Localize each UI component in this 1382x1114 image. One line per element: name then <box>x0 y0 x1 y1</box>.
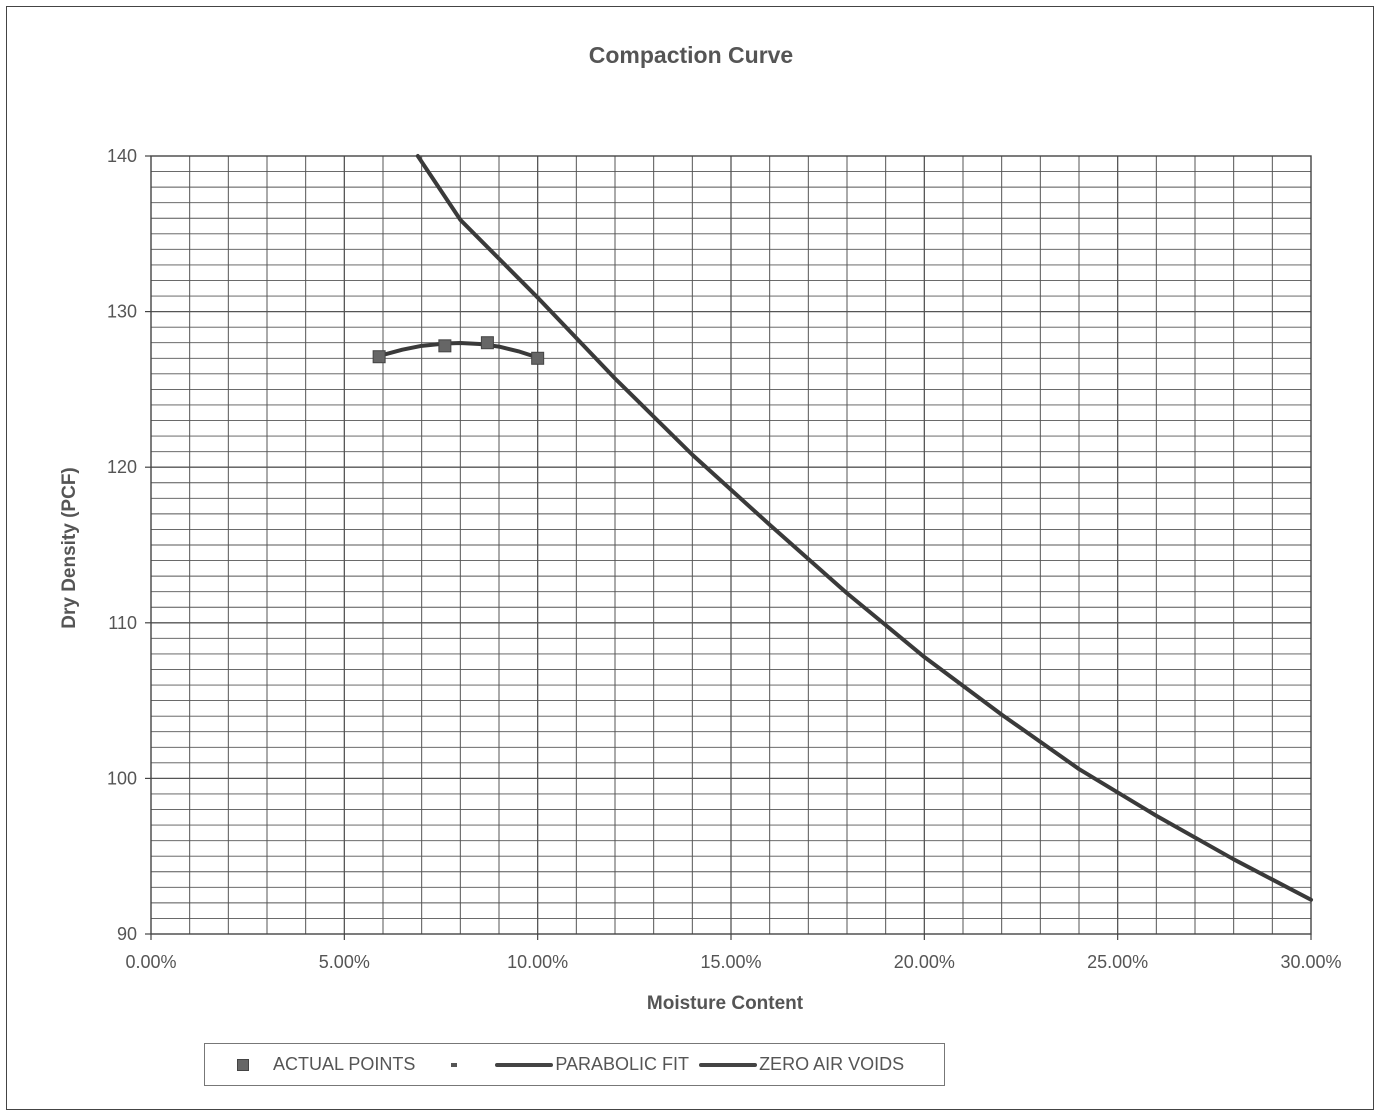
legend-line-icon <box>699 1062 758 1067</box>
legend-dash-icon <box>451 1062 458 1067</box>
x-tick-label: 25.00% <box>1087 952 1148 972</box>
parabolic-fit-line <box>377 341 540 360</box>
x-tick-label: 30.00% <box>1280 952 1341 972</box>
zero-air-voids-line <box>415 154 1313 902</box>
actual-points-marker <box>531 351 545 365</box>
legend-label-parabolic-fit: PARABOLIC FIT <box>555 1054 690 1074</box>
chart-title: Compaction Curve <box>588 42 794 68</box>
legend-line-icon <box>495 1062 554 1067</box>
x-tick-label: 20.00% <box>894 952 955 972</box>
legend-label-actual-points: ACTUAL POINTS <box>273 1054 416 1074</box>
y-tick-label: 120 <box>107 457 137 477</box>
legend-label-zero-air-voids: ZERO AIR VOIDS <box>759 1054 905 1074</box>
y-tick-label: 110 <box>108 613 137 633</box>
chart-frame <box>6 6 1374 1110</box>
actual-points-marker <box>480 336 494 350</box>
x-tick-label: 0.00% <box>125 952 176 972</box>
legend-item-zero-air-voids: ZERO AIR VOIDS <box>699 1054 904 1075</box>
y-tick-labels: 90 100 110 120 130 140 <box>107 146 151 944</box>
y-tick-label: 130 <box>107 302 137 322</box>
y-tick-label: 90 <box>117 924 137 944</box>
actual-points-marker <box>372 350 386 364</box>
x-tick-label: 5.00% <box>319 952 370 972</box>
y-tick-label: 100 <box>107 768 137 788</box>
series-markers <box>372 336 545 365</box>
minor-gridlines <box>151 156 1311 934</box>
y-tick-label: 140 <box>107 146 137 166</box>
actual-points-marker <box>438 339 452 353</box>
legend-square-marker-icon <box>237 1058 249 1071</box>
legend-item-parabolic-fit: PARABOLIC FIT <box>495 1054 689 1075</box>
series-lines <box>377 154 1313 902</box>
x-tick-label: 10.00% <box>507 952 568 972</box>
legend: ACTUAL POINTS PARABOLIC FIT ZERO AIR VOI… <box>204 1043 945 1086</box>
x-tick-label: 15.00% <box>700 952 761 972</box>
legend-item-actual-points: ACTUAL POINTS <box>237 1054 415 1075</box>
x-tick-labels: 0.00% 5.00% 10.00% 15.00% 20.00% 25.00% 30.00% <box>125 934 1342 972</box>
x-axis-label: Moisture Content <box>646 993 804 1014</box>
